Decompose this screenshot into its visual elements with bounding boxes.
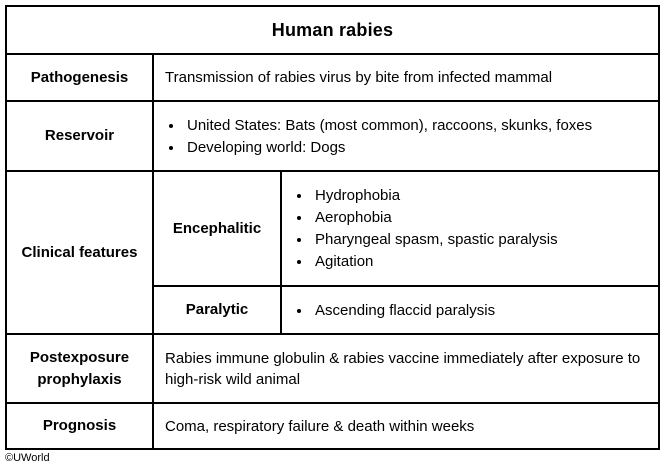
bullet-item: Aerophobia: [312, 207, 648, 228]
paralytic-bullet-list: Ascending flaccid paralysis: [293, 300, 648, 321]
encephalitic-bullet-list: HydrophobiaAerophobiaPharyngeal spasm, s…: [293, 185, 648, 272]
reservoir-cell: United States: Bats (most common), racco…: [152, 100, 660, 172]
prognosis-text: Coma, respiratory failure & death within…: [152, 402, 660, 450]
table-title: Human rabies: [5, 5, 660, 55]
row-label-pathogenesis: Pathogenesis: [5, 53, 154, 102]
postexposure-text: Rabies immune globulin & rabies vaccine …: [152, 333, 660, 404]
row-label-reservoir: Reservoir: [5, 100, 154, 172]
human-rabies-table: Human rabies Pathogenesis Transmission o…: [5, 5, 660, 450]
row-label-postexposure-prophylaxis: Postexposure prophylaxis: [5, 333, 154, 404]
reservoir-bullet-list: United States: Bats (most common), racco…: [165, 115, 648, 158]
bullet-item: Hydrophobia: [312, 185, 648, 206]
sublabel-paralytic: Paralytic: [152, 285, 282, 335]
bullet-item: Developing world: Dogs: [184, 137, 648, 158]
sublabel-encephalitic: Encephalitic: [152, 170, 282, 287]
paralytic-cell: Ascending flaccid paralysis: [280, 285, 660, 335]
bullet-item: Ascending flaccid paralysis: [312, 300, 648, 321]
copyright-notice: ©UWorld: [5, 452, 50, 464]
pathogenesis-text: Transmission of rabies virus by bite fro…: [152, 53, 660, 102]
encephalitic-cell: HydrophobiaAerophobiaPharyngeal spasm, s…: [280, 170, 660, 287]
bullet-item: Pharyngeal spasm, spastic paralysis: [312, 229, 648, 250]
bullet-item: United States: Bats (most common), racco…: [184, 115, 648, 136]
row-label-prognosis: Prognosis: [5, 402, 154, 450]
bullet-item: Agitation: [312, 251, 648, 272]
row-label-clinical-features: Clinical features: [5, 170, 154, 335]
